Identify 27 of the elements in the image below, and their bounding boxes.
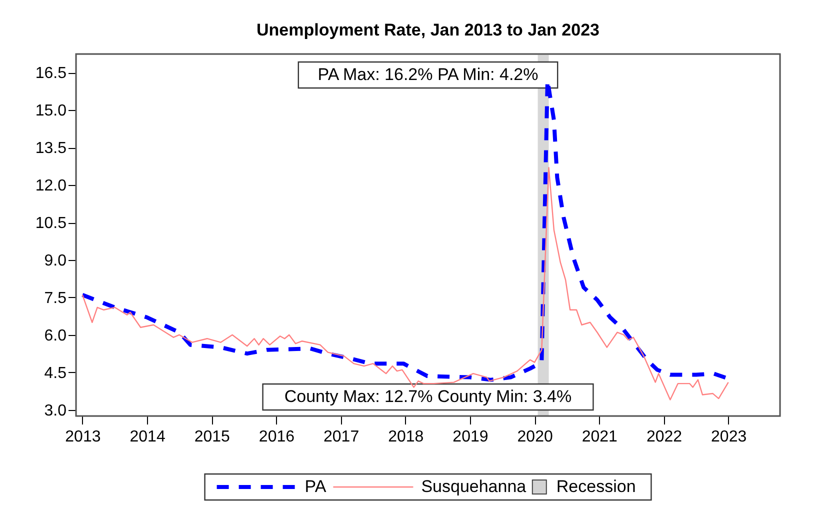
x-tick-label: 2019 bbox=[452, 428, 488, 446]
x-tick-label: 2023 bbox=[711, 428, 747, 446]
y-tick-label: 13.5 bbox=[35, 140, 67, 158]
y-tick-label: 10.5 bbox=[35, 215, 67, 232]
y-tick-label: 6.0 bbox=[44, 327, 67, 344]
x-tick-label: 2014 bbox=[130, 428, 166, 446]
annotation: PA Max: 16.2% PA Min: 4.2% bbox=[318, 65, 538, 84]
x-tick-label: 2013 bbox=[65, 428, 101, 446]
y-tick-label: 12.0 bbox=[35, 178, 67, 195]
legend-label: Recession bbox=[556, 477, 636, 496]
x-tick-label: 2022 bbox=[646, 428, 682, 446]
legend-label: Susquehanna bbox=[421, 477, 527, 496]
y-tick-label: 16.5 bbox=[35, 65, 67, 82]
x-tick-label: 2015 bbox=[194, 428, 230, 446]
y-tick-label: 9.0 bbox=[44, 252, 67, 270]
x-tick-label: 2016 bbox=[258, 428, 295, 446]
y-tick-label: 4.5 bbox=[44, 364, 67, 382]
y-tick-label: 7.5 bbox=[44, 290, 67, 307]
x-tick-label: 2018 bbox=[388, 428, 424, 446]
y-tick-label: 3.0 bbox=[44, 402, 67, 420]
y-tick-label: 15.0 bbox=[35, 102, 67, 120]
x-tick-label: 2020 bbox=[517, 428, 553, 446]
x-tick-label: 2017 bbox=[324, 428, 360, 446]
annotation: County Max: 12.7% County Min: 3.4% bbox=[284, 387, 572, 406]
chart-title: Unemployment Rate, Jan 2013 to Jan 2023 bbox=[256, 20, 600, 40]
x-tick-label: 2021 bbox=[582, 428, 618, 446]
legend-label: PA bbox=[304, 477, 327, 496]
